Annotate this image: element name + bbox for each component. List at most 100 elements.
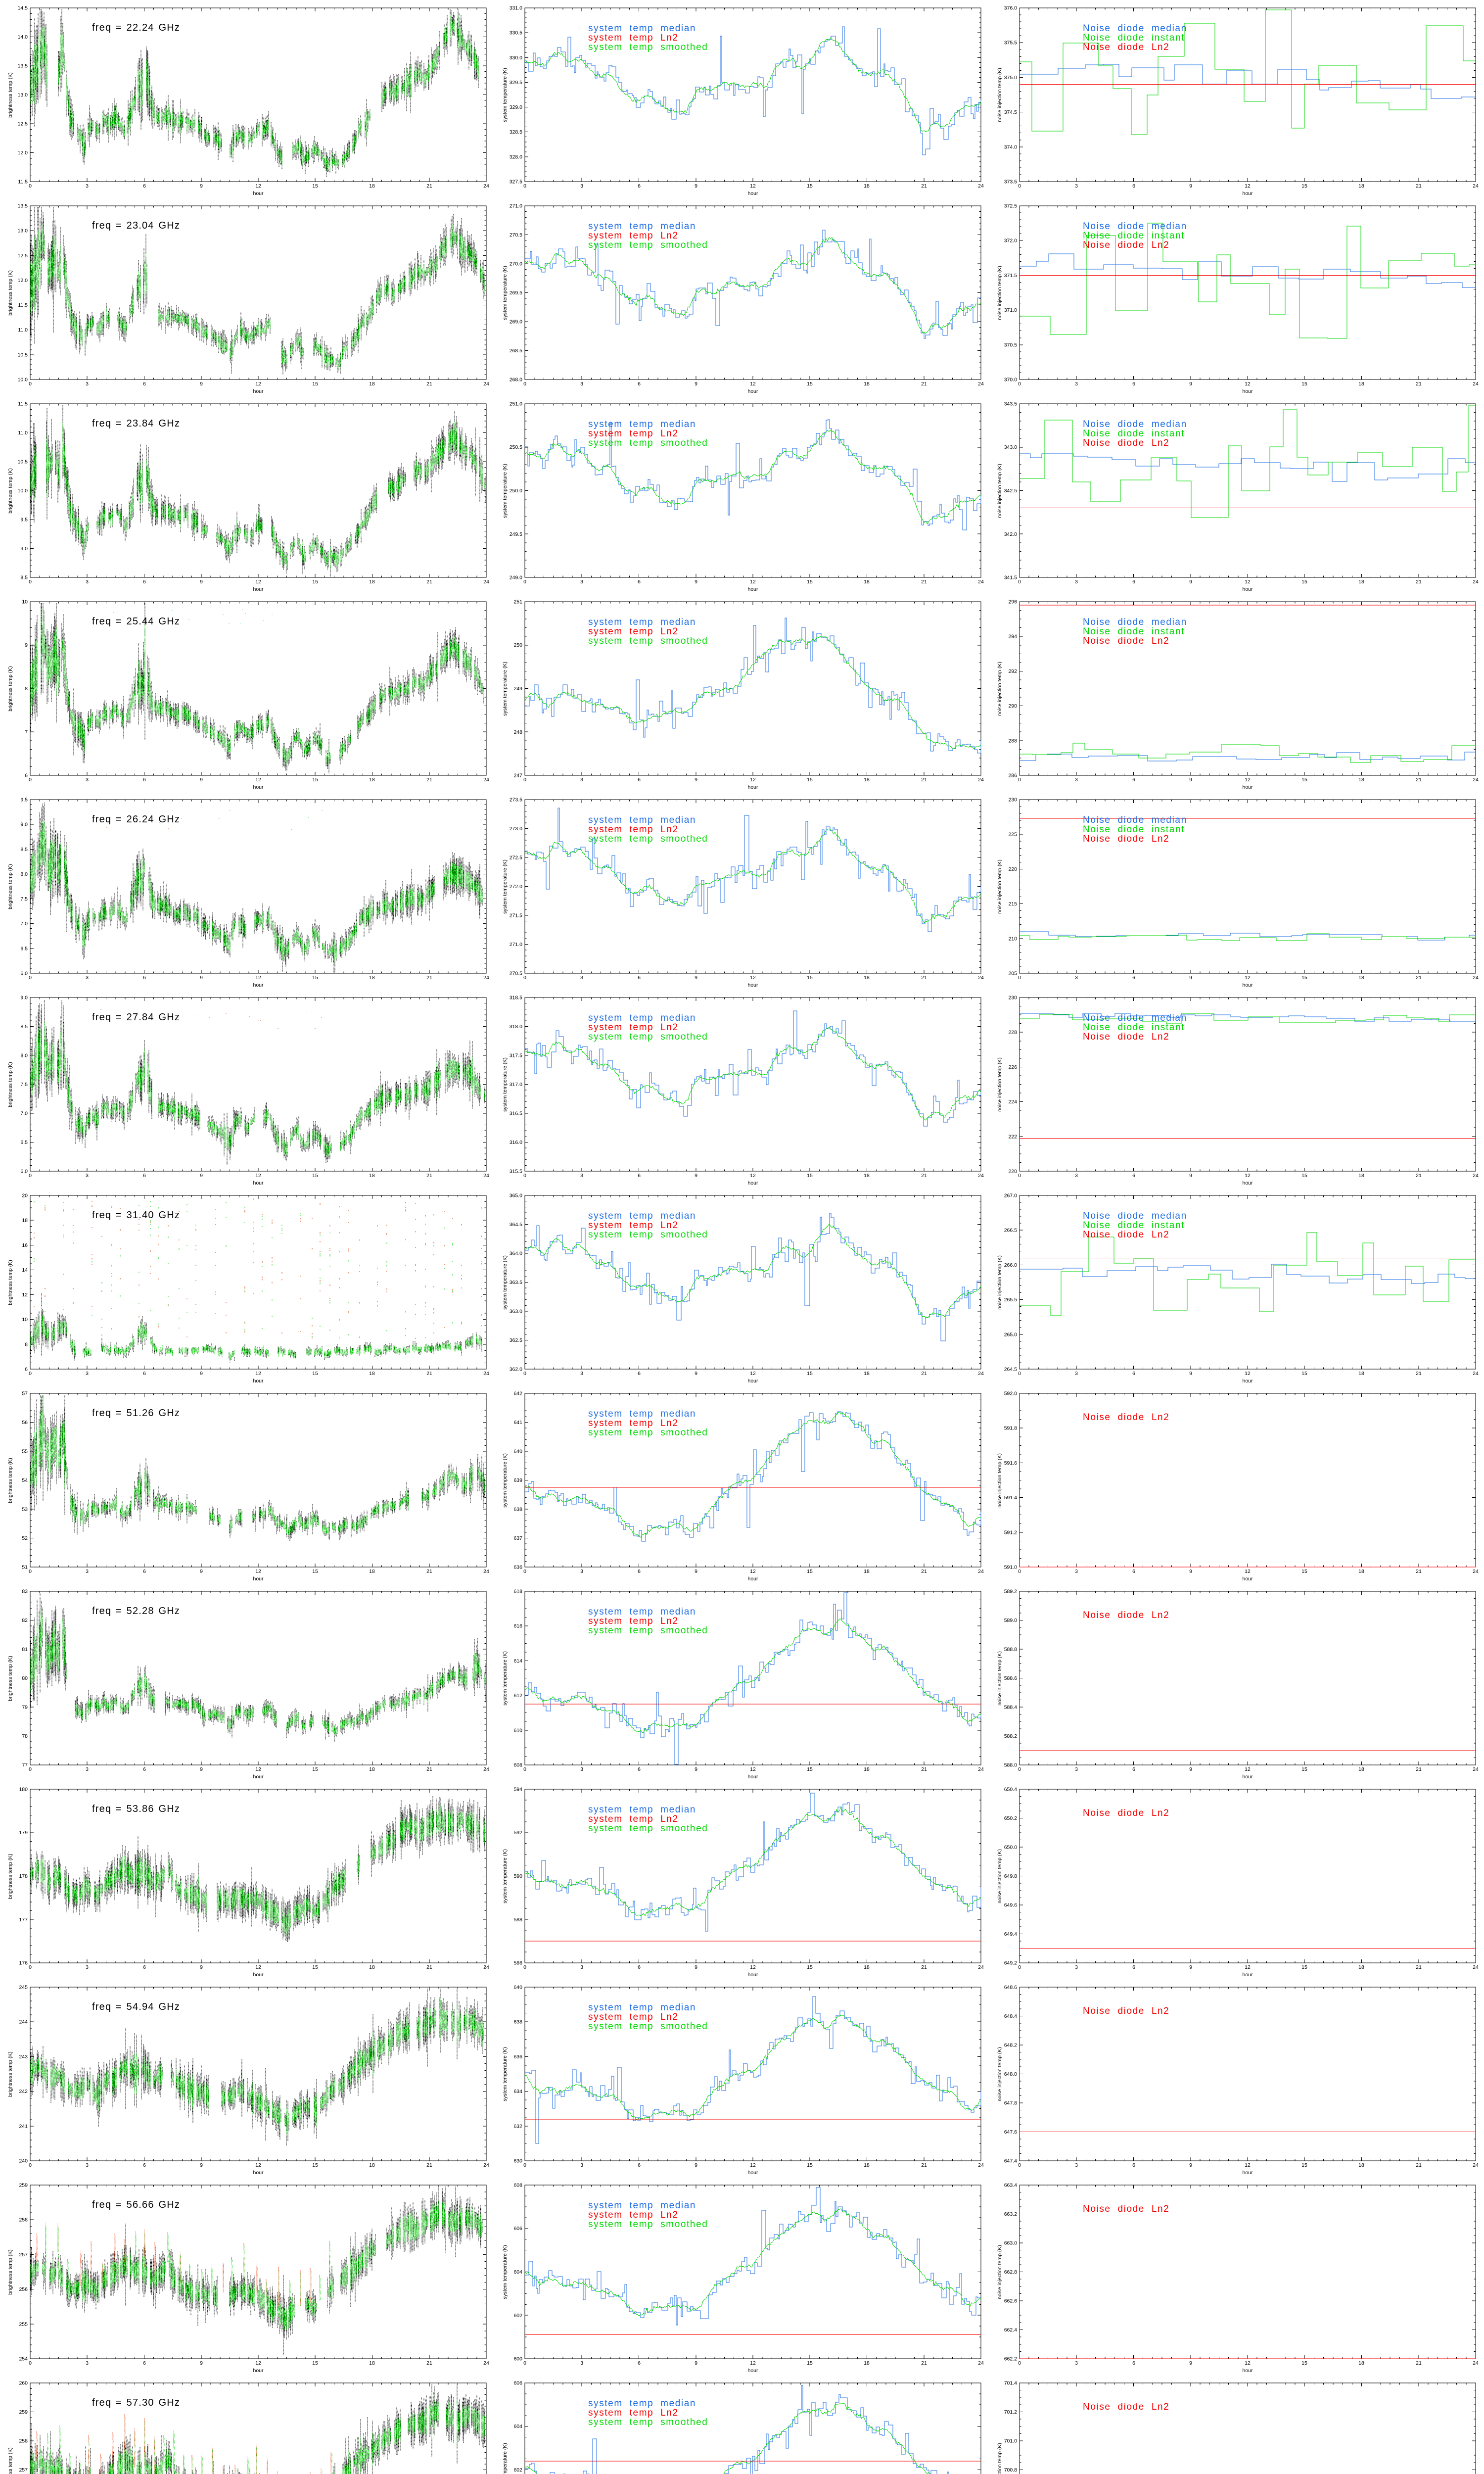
svg-text:Noise diode instant: Noise diode instant [1083, 1220, 1185, 1231]
svg-text:12: 12 [1245, 975, 1251, 981]
svg-text:250: 250 [513, 642, 522, 648]
svg-text:freq = 56.66 GHz: freq = 56.66 GHz [92, 2199, 180, 2210]
svg-text:15: 15 [312, 381, 318, 387]
svg-text:230: 230 [1008, 797, 1017, 803]
svg-text:3: 3 [86, 1173, 89, 1179]
svg-text:12: 12 [1245, 2162, 1251, 2168]
svg-text:hour: hour [747, 1972, 758, 1978]
svg-text:269.5: 269.5 [510, 290, 522, 296]
svg-text:12: 12 [750, 2162, 756, 2168]
svg-text:701.4: 701.4 [1004, 2380, 1017, 2386]
svg-text:260: 260 [19, 2380, 28, 2386]
svg-text:0: 0 [1018, 2360, 1021, 2366]
svg-text:6: 6 [638, 1569, 641, 1574]
svg-text:0: 0 [523, 1371, 526, 1377]
svg-text:15: 15 [1301, 381, 1307, 387]
svg-text:638: 638 [513, 2019, 522, 2025]
svg-text:7.0: 7.0 [20, 1111, 28, 1117]
svg-text:15: 15 [807, 2162, 813, 2168]
svg-text:21: 21 [426, 1766, 432, 1772]
svg-text:18: 18 [369, 2360, 375, 2366]
svg-text:701.0: 701.0 [1004, 2438, 1017, 2444]
svg-text:0: 0 [523, 1569, 526, 1574]
svg-text:24: 24 [483, 579, 489, 585]
svg-text:6: 6 [1132, 1964, 1135, 1970]
svg-text:system temperature (K): system temperature (K) [502, 68, 508, 122]
svg-text:610: 610 [513, 1727, 522, 1733]
svg-text:0: 0 [1018, 381, 1021, 387]
svg-text:system temp Ln2: system temp Ln2 [588, 2408, 679, 2418]
svg-text:240: 240 [19, 2158, 28, 2164]
svg-text:15: 15 [312, 2162, 318, 2168]
svg-text:system temp median: system temp median [588, 2398, 696, 2409]
svg-text:12: 12 [750, 975, 756, 981]
svg-text:6: 6 [143, 579, 146, 585]
svg-text:316.0: 316.0 [510, 1140, 522, 1145]
svg-text:21: 21 [426, 579, 432, 585]
svg-text:648.0: 648.0 [1004, 2071, 1017, 2077]
svg-text:21: 21 [1416, 1569, 1422, 1574]
svg-text:18: 18 [1358, 777, 1364, 783]
svg-text:0: 0 [29, 975, 32, 981]
svg-text:3: 3 [1075, 1569, 1078, 1574]
svg-text:0: 0 [1018, 1371, 1021, 1377]
svg-text:noise injection temp (K): noise injection temp (K) [997, 266, 1003, 320]
svg-text:6: 6 [143, 1173, 146, 1179]
svg-text:83: 83 [22, 1589, 28, 1595]
svg-text:15: 15 [1301, 183, 1307, 189]
svg-text:12: 12 [1245, 579, 1251, 585]
svg-text:649.8: 649.8 [1004, 1873, 1017, 1879]
svg-text:6: 6 [25, 773, 28, 779]
svg-text:Noise diode Ln2: Noise diode Ln2 [1083, 2006, 1169, 2016]
svg-text:18: 18 [864, 1569, 870, 1574]
svg-text:18: 18 [1358, 2360, 1364, 2366]
svg-text:brightness temp (K): brightness temp (K) [7, 1260, 13, 1305]
svg-text:242: 242 [19, 2089, 28, 2094]
svg-text:24: 24 [1473, 975, 1479, 981]
svg-text:215: 215 [1008, 901, 1017, 907]
svg-text:system temp Ln2: system temp Ln2 [588, 1616, 679, 1626]
svg-text:588.2: 588.2 [1004, 1733, 1017, 1739]
svg-text:18: 18 [369, 1964, 375, 1970]
svg-text:15: 15 [807, 1766, 813, 1772]
svg-text:3: 3 [580, 1371, 583, 1377]
svg-text:15: 15 [1301, 1569, 1307, 1574]
svg-text:370.5: 370.5 [1004, 342, 1017, 348]
svg-text:9: 9 [695, 1371, 697, 1377]
svg-text:18: 18 [1358, 183, 1364, 189]
svg-text:0: 0 [29, 1766, 32, 1772]
svg-text:205: 205 [1008, 971, 1017, 977]
svg-text:15: 15 [312, 183, 318, 189]
svg-text:588.6: 588.6 [1004, 1675, 1017, 1681]
svg-text:258: 258 [19, 2217, 28, 2223]
svg-text:system temperature (K): system temperature (K) [502, 1453, 508, 1508]
svg-text:288: 288 [1008, 738, 1017, 744]
svg-text:15: 15 [807, 1569, 813, 1574]
svg-text:12: 12 [1245, 1964, 1251, 1970]
svg-text:3: 3 [580, 579, 583, 585]
svg-text:15: 15 [807, 2360, 813, 2366]
svg-text:265.0: 265.0 [1004, 1332, 1017, 1337]
svg-text:9: 9 [25, 642, 28, 648]
svg-text:3: 3 [1075, 1173, 1078, 1179]
svg-text:12: 12 [750, 381, 756, 387]
svg-text:15: 15 [312, 2360, 318, 2366]
svg-text:290: 290 [1008, 703, 1017, 709]
svg-text:9: 9 [1189, 975, 1192, 981]
svg-text:12: 12 [1245, 183, 1251, 189]
svg-text:21: 21 [426, 1173, 432, 1179]
svg-text:9: 9 [1189, 183, 1192, 189]
svg-text:24: 24 [978, 1173, 984, 1179]
svg-text:9.0: 9.0 [20, 546, 28, 552]
svg-text:hour: hour [253, 784, 264, 790]
svg-text:noise injection temp (K): noise injection temp (K) [997, 2047, 1003, 2101]
svg-text:663.4: 663.4 [1004, 2183, 1017, 2189]
svg-text:176: 176 [19, 1960, 28, 1966]
svg-text:0: 0 [523, 2162, 526, 2168]
svg-text:9: 9 [695, 1964, 697, 1970]
svg-text:6: 6 [1132, 183, 1135, 189]
svg-text:648.2: 648.2 [1004, 2043, 1017, 2048]
svg-text:249.0: 249.0 [510, 575, 522, 581]
svg-text:18: 18 [369, 183, 375, 189]
svg-text:241: 241 [19, 2123, 28, 2129]
